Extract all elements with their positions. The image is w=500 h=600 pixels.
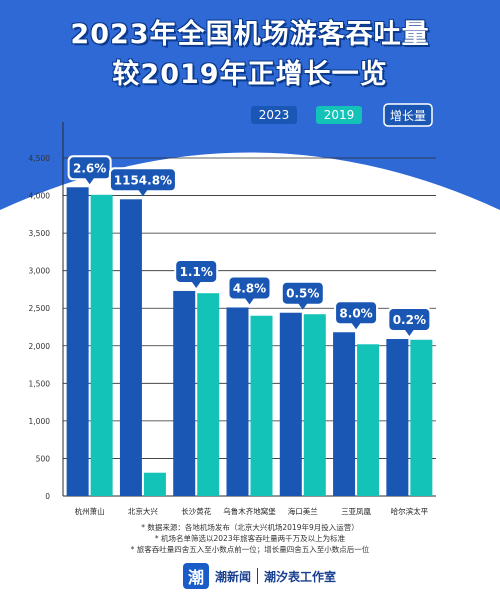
y-tick-label: 4,000 (29, 192, 51, 201)
bar-2019 (410, 339, 433, 496)
bar-2023 (119, 199, 142, 497)
brand-divider (257, 568, 259, 584)
bar-2019 (197, 293, 220, 496)
bar-2019 (250, 315, 273, 496)
legend-growth-text: 增长量 (390, 109, 426, 123)
growth-callout (176, 260, 217, 282)
bar-2023 (226, 307, 249, 496)
growth-callout (282, 282, 323, 304)
y-tick-label: 1,000 (29, 417, 51, 426)
x-tick-label: 海口美兰 (288, 506, 318, 516)
y-tick-label: 500 (36, 454, 51, 463)
legend-2019 (316, 106, 362, 124)
growth-callout-pointer (137, 189, 148, 197)
chao-news-logo-icon: 潮 (183, 563, 209, 589)
growth-label: 0.5% (286, 287, 319, 301)
bar-2023 (333, 332, 356, 496)
growth-callout (336, 302, 377, 324)
bar-2019 (303, 314, 326, 496)
growth-callout-pointer (191, 280, 202, 288)
growth-label: 0.2% (393, 313, 426, 327)
bar-2019 (90, 194, 113, 496)
x-tick-label: 三亚凤凰 (341, 507, 371, 516)
chart-title-line2: 较2019年正增长一览 (112, 59, 388, 90)
footer-note-3: * 旅客吞吐量四舍五入至小数点前一位；增长量四舍五入至小数点后一位 (130, 545, 370, 554)
growth-label: 2.6% (73, 161, 106, 175)
y-tick-label: 1,500 (29, 379, 51, 388)
growth-callout-pointer (297, 302, 308, 310)
footer-note-1: * 数据来源：各地机场发布（北京大兴机场2019年9月投入运营） (141, 523, 359, 532)
studio-name: 潮汐表工作室 (264, 569, 337, 584)
bar-2023 (173, 290, 196, 496)
growth-callout (69, 157, 110, 179)
growth-label: 1.1% (180, 265, 213, 279)
bar-2019 (143, 472, 166, 496)
x-tick-label: 杭州萧山 (75, 506, 105, 516)
growth-label: 4.8% (233, 281, 266, 295)
y-tick-label: 3,000 (29, 267, 51, 276)
y-tick-label: 2,000 (29, 342, 51, 351)
bar-2023 (66, 187, 89, 496)
x-tick-label: 北京大兴 (128, 506, 158, 516)
bar-2019 (357, 344, 380, 496)
y-tick-label: 4,500 (29, 154, 51, 163)
y-tick-label: 3,500 (29, 229, 51, 238)
growth-callout-pointer (351, 322, 362, 330)
brand-logo: 潮 潮新闻 潮汐表工作室 (183, 562, 336, 590)
growth-callout-pointer (244, 297, 255, 305)
growth-callout-pointer (404, 329, 415, 337)
legend-growth (383, 103, 433, 127)
growth-callout-pointer (84, 177, 95, 185)
growth-label: 1154.8% (114, 173, 172, 187)
growth-callout (229, 277, 270, 299)
chart-title-line1: 2023年全国机场游客吞吐量 (70, 19, 430, 50)
brand-name: 潮新闻 (215, 569, 252, 584)
legend-2019-text: 2019 (324, 108, 355, 122)
footer-note-2: * 机场名单筛选以2023年旅客吞吐量两千万及以上为标准 (154, 534, 346, 543)
growth-label: 8.0% (339, 306, 372, 320)
y-tick-label: 0 (45, 492, 50, 501)
bar-chart: 0 500 1,000 1,500 2,000 2,500 3,000 3,500 4,000 4… (29, 103, 436, 516)
x-tick-label: 乌鲁木齐地窝堡 (223, 506, 276, 516)
y-tick-label: 2,500 (29, 304, 51, 313)
growth-callout (110, 169, 175, 191)
bar-2023 (279, 312, 302, 496)
legend-2023-text: 2023 (259, 108, 290, 122)
growth-callout (389, 309, 430, 331)
x-tick-label: 哈尔滨太平 (391, 506, 429, 516)
x-tick-label: 长沙黄花 (181, 506, 211, 516)
bar-2023 (386, 339, 409, 496)
legend-2023 (251, 106, 297, 124)
